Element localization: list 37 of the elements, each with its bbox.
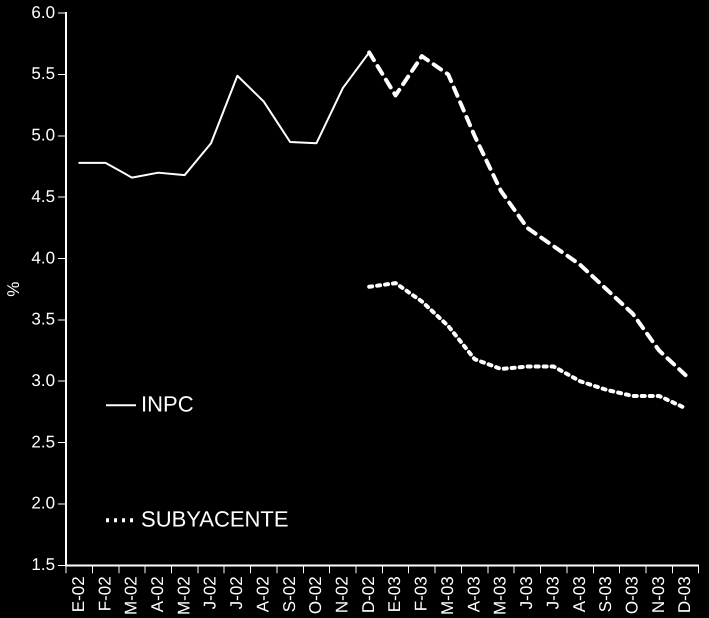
y-tick-label: 1.5	[31, 554, 56, 574]
x-tick-label: J-02	[200, 576, 220, 610]
legend-label: INPC	[141, 391, 194, 416]
x-tick-label: F-02	[95, 576, 114, 612]
y-tick-label: 3.0	[31, 370, 56, 390]
legend-label: SUBYACENTE	[141, 506, 289, 532]
x-tick-label: M-02	[122, 576, 141, 616]
y-tick-label: 5.5	[31, 64, 56, 84]
x-tick-label: F-03	[412, 576, 431, 612]
x-tick-label: D-02	[358, 576, 378, 614]
y-axis-title: %	[4, 282, 23, 297]
x-tick-label: D-03	[675, 576, 694, 614]
y-tick-label: 6.0	[31, 2, 56, 22]
y-tick-label: 2.0	[31, 494, 56, 513]
x-tick-label: S-03	[596, 576, 616, 612]
x-tick-label: J-03	[543, 576, 562, 610]
y-tick-label: 4.5	[31, 186, 56, 206]
x-tick-label: A-02	[148, 576, 167, 612]
y-tick-label: 3.5	[31, 310, 56, 329]
x-tick-label: O-02	[306, 576, 326, 614]
x-tick-label: S-02	[280, 576, 299, 612]
x-tick-label: A-03	[464, 576, 484, 612]
x-tick-label: J-02	[227, 576, 246, 610]
x-tick-label: M-03	[438, 576, 457, 616]
y-tick-label: 2.5	[31, 432, 56, 452]
y-tick-label: 5.0	[31, 126, 56, 145]
x-tick-label: E-03	[385, 576, 404, 612]
x-tick-label: A-03	[570, 576, 589, 612]
x-tick-label: M-02	[174, 576, 194, 616]
x-tick-label: M-03	[490, 576, 510, 616]
x-tick-label: N-03	[648, 576, 668, 614]
x-tick-label: J-03	[517, 576, 536, 610]
x-tick-label: A-02	[253, 576, 272, 612]
x-tick-label: O-03	[622, 576, 642, 614]
x-tick-label: N-02	[332, 576, 352, 614]
y-tick-label: 4.0	[31, 248, 56, 268]
x-tick-label: E-02	[68, 576, 88, 612]
